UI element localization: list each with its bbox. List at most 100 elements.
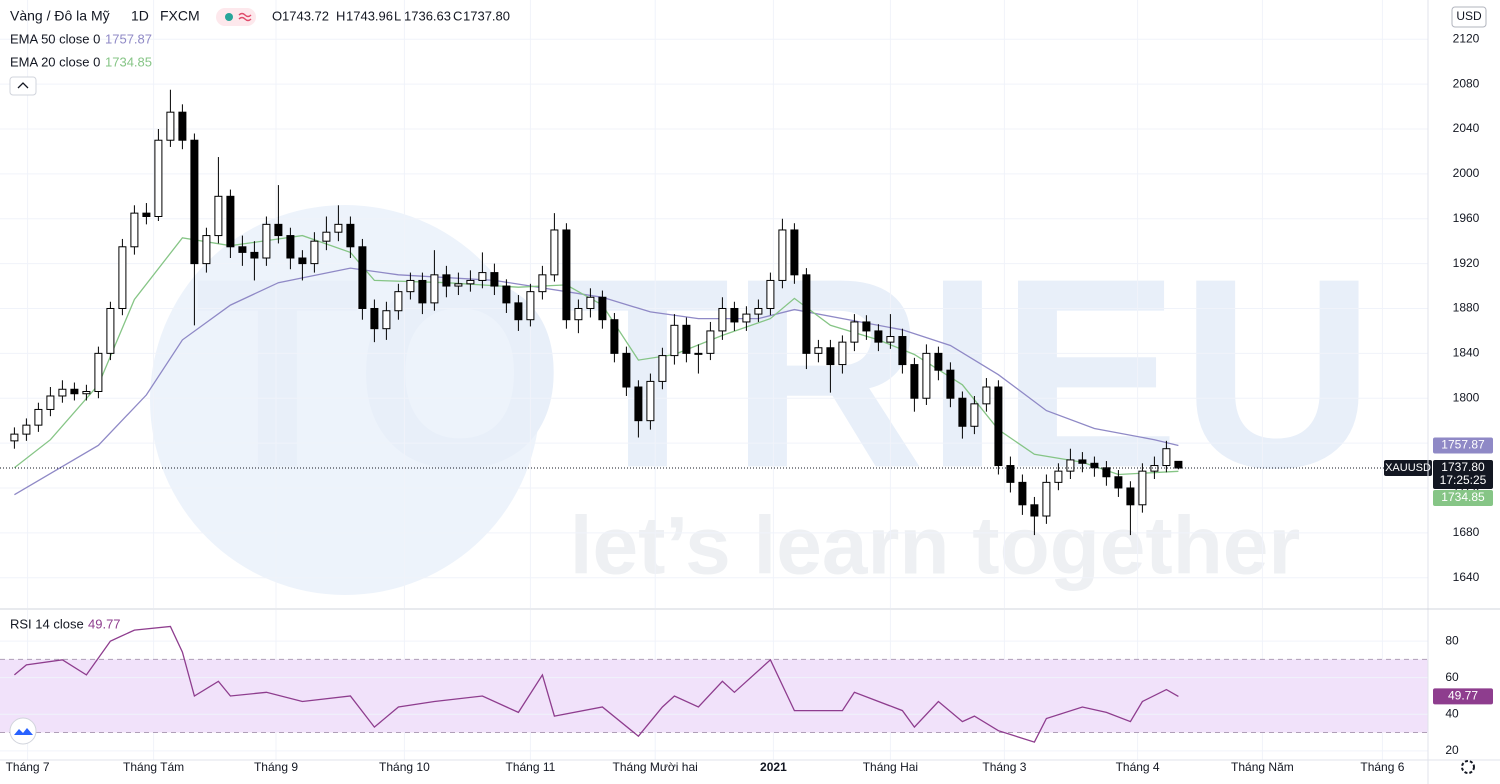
settings-button[interactable] <box>1461 760 1475 774</box>
candle-body <box>1078 459 1087 464</box>
candle-body <box>10 433 19 442</box>
candle-body <box>106 307 115 354</box>
candle-body <box>370 307 379 330</box>
candle-body <box>346 223 355 248</box>
candle-body <box>742 313 751 323</box>
watermark-logo <box>150 205 540 595</box>
y-tick-label: 1640 <box>1453 570 1480 584</box>
candle-body <box>514 302 523 321</box>
ohlc-label: H <box>336 8 345 23</box>
y-tick-label: 40 <box>1445 706 1459 720</box>
candle-body <box>406 279 415 293</box>
candle-body <box>598 296 607 321</box>
ema50-tag: 1757.87 <box>1441 438 1485 452</box>
rsi-band <box>0 659 1428 733</box>
candle-body <box>454 283 463 287</box>
line-series <box>13 625 1179 743</box>
candle-body <box>538 274 547 293</box>
candle-body <box>442 274 451 287</box>
logo-button[interactable] <box>9 717 37 745</box>
candle-body <box>382 310 391 330</box>
status-badge[interactable] <box>216 8 256 26</box>
candle-body <box>922 352 931 399</box>
x-tick-label: Tháng 6 <box>1360 760 1404 774</box>
legend-value: 1757.87 <box>105 31 152 46</box>
x-tick-label: Tháng 4 <box>1116 760 1160 774</box>
candle-body <box>1150 465 1159 472</box>
x-tick-label: Tháng Mười hai <box>613 760 698 774</box>
candle-body <box>178 111 187 141</box>
candle-body <box>394 291 403 312</box>
y-tick-label: 2040 <box>1453 121 1480 135</box>
candle-body <box>310 240 319 265</box>
x-tick-label: Tháng 9 <box>254 760 298 774</box>
symbol-title: Vàng / Đô la Mỹ <box>10 8 110 24</box>
candle-body <box>574 307 583 321</box>
candle-body <box>862 321 871 332</box>
candle-body <box>826 347 835 366</box>
candle-body <box>778 229 787 281</box>
candle-body <box>934 352 943 371</box>
candle-body <box>718 307 727 332</box>
currency-button[interactable] <box>1451 6 1487 28</box>
candle-body <box>478 272 487 281</box>
candle-body <box>994 386 1003 467</box>
candle-body <box>982 386 991 405</box>
y-tick-label: 2000 <box>1453 166 1480 180</box>
y-tick-label: 1920 <box>1453 256 1480 270</box>
candle-body <box>82 390 91 395</box>
candle-body <box>22 424 31 435</box>
candle-body <box>1126 487 1135 506</box>
candle-body <box>502 285 511 304</box>
candle-body <box>550 229 559 276</box>
ema20-tag-bg <box>1433 490 1493 507</box>
status-dot <box>225 13 233 21</box>
y-tick-label: 1680 <box>1453 525 1480 539</box>
interval: 1D <box>131 8 149 24</box>
y-tick-label: 2120 <box>1453 31 1480 45</box>
legend-value: 49.77 <box>88 616 121 631</box>
candle-body <box>142 212 151 218</box>
countdown: 17:25:25 <box>1440 473 1487 487</box>
grid <box>0 0 1428 760</box>
collapse-icon <box>17 82 29 89</box>
legend-name: RSI 14 close <box>10 616 84 631</box>
candle-body <box>298 257 307 265</box>
candle-body <box>802 274 811 354</box>
collapse-button[interactable] <box>9 76 37 96</box>
candle-body <box>322 231 331 242</box>
y-tick-label: 20 <box>1445 743 1459 757</box>
y-tick-label: 2080 <box>1453 76 1480 90</box>
candle-body <box>814 347 823 354</box>
candle-body <box>838 341 847 366</box>
y-tick-label: 1960 <box>1453 211 1480 225</box>
candle-body <box>562 229 571 321</box>
candle-body <box>910 364 919 399</box>
candle-body <box>154 139 163 218</box>
candle-body <box>1018 481 1027 506</box>
candle-body <box>958 397 967 427</box>
ohlc-label: L <box>394 8 401 23</box>
candle-body <box>34 408 43 426</box>
legend-value: 1734.85 <box>105 54 152 69</box>
candle-body <box>130 212 139 248</box>
x-tick-label: Tháng 11 <box>505 760 555 774</box>
candle-body <box>766 279 775 309</box>
candle-body <box>118 246 127 309</box>
candle-body <box>1054 470 1063 483</box>
candle-body <box>274 223 283 237</box>
candle-body <box>430 274 439 304</box>
candle-body <box>898 336 907 366</box>
candle-body <box>646 380 655 422</box>
y-tick-label: 1800 <box>1453 390 1480 404</box>
candle-body <box>526 291 535 321</box>
y-tick-label: 80 <box>1445 633 1459 647</box>
candle-body <box>250 251 259 259</box>
candle-body <box>1162 448 1171 467</box>
candle-body <box>1174 460 1183 469</box>
x-tick-label: 2021 <box>760 760 787 774</box>
rsi-tag: 49.77 <box>1448 689 1478 703</box>
x-tick-label: Tháng 3 <box>982 760 1026 774</box>
last-price-tag: 1737.80 <box>1441 460 1485 474</box>
